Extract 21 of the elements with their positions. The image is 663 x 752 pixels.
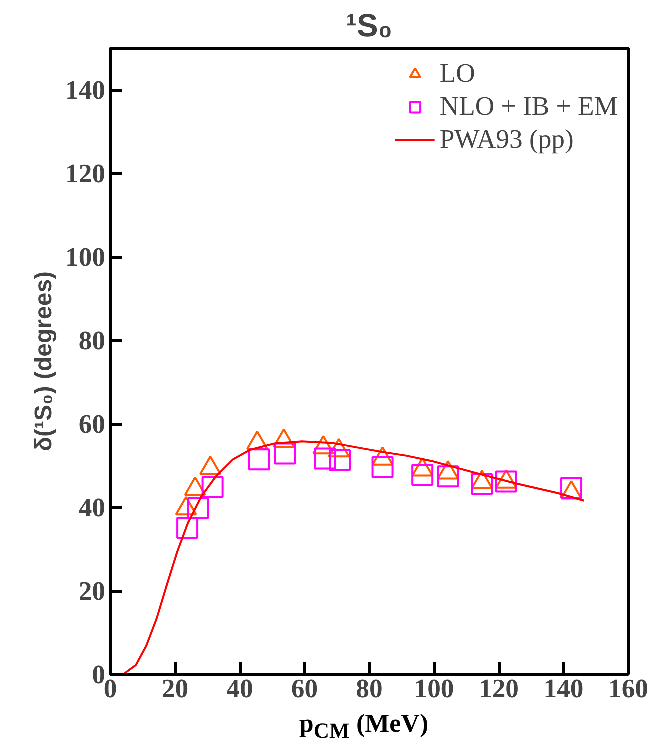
legend-label: LO (440, 58, 476, 89)
y-tick-label: 60 (78, 409, 106, 440)
legend-label: NLO + IB + EM (440, 91, 618, 122)
x-tick-label: 60 (291, 674, 318, 704)
x-tick-label: 40 (226, 674, 254, 704)
y-tick-label: 80 (78, 326, 106, 356)
x-tick-label: 120 (479, 674, 519, 704)
y-axis-title: δ(¹S₀) (degrees) (30, 271, 58, 452)
x-tick-label: 20 (162, 674, 189, 704)
x-tick-label: 100 (414, 674, 454, 704)
x-axis-title: p$_{CM}$ (MeV) (298, 708, 430, 746)
y-tick-label: 140 (66, 75, 106, 106)
legend-label: PWA93 (pp) (440, 124, 574, 155)
y-tick-label: 40 (78, 492, 106, 523)
y-tick-label: 120 (66, 158, 106, 189)
y-tick-label: 100 (66, 242, 106, 272)
x-tick-label: 160 (608, 674, 648, 704)
x-tick-label: 140 (544, 674, 584, 704)
y-tick-label: 20 (78, 576, 106, 606)
x-tick-label: 80 (356, 674, 383, 704)
chart-title: ¹S₀ (346, 8, 393, 44)
